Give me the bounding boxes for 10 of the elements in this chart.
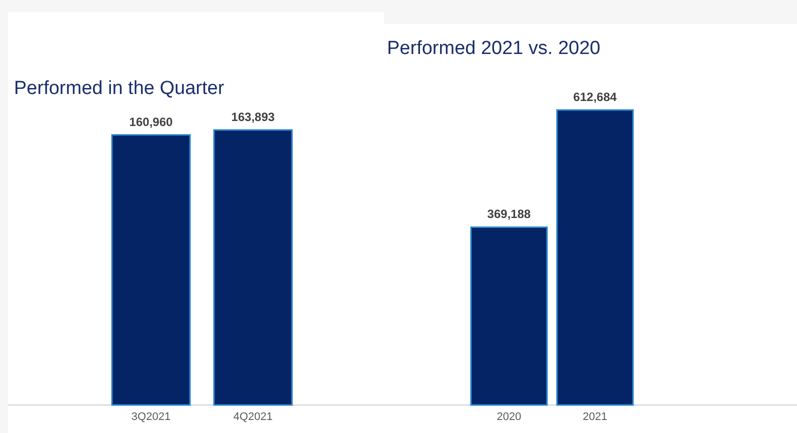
chart-title: Performed 2021 vs. 2020 [387,38,600,59]
data-label: 612,684 [573,90,618,104]
data-label: 369,188 [487,207,532,222]
x-tick-label: 4Q2021 [233,411,273,424]
x-tick-label: 3Q2021 [131,411,171,424]
chart-title: Performed in the Quarter [14,78,225,99]
x-tick-label: 2020 [496,411,522,424]
x-tick-label: 2021 [582,411,608,424]
data-label: 160,960 [129,114,174,129]
data-label: 163,893 [231,110,276,124]
